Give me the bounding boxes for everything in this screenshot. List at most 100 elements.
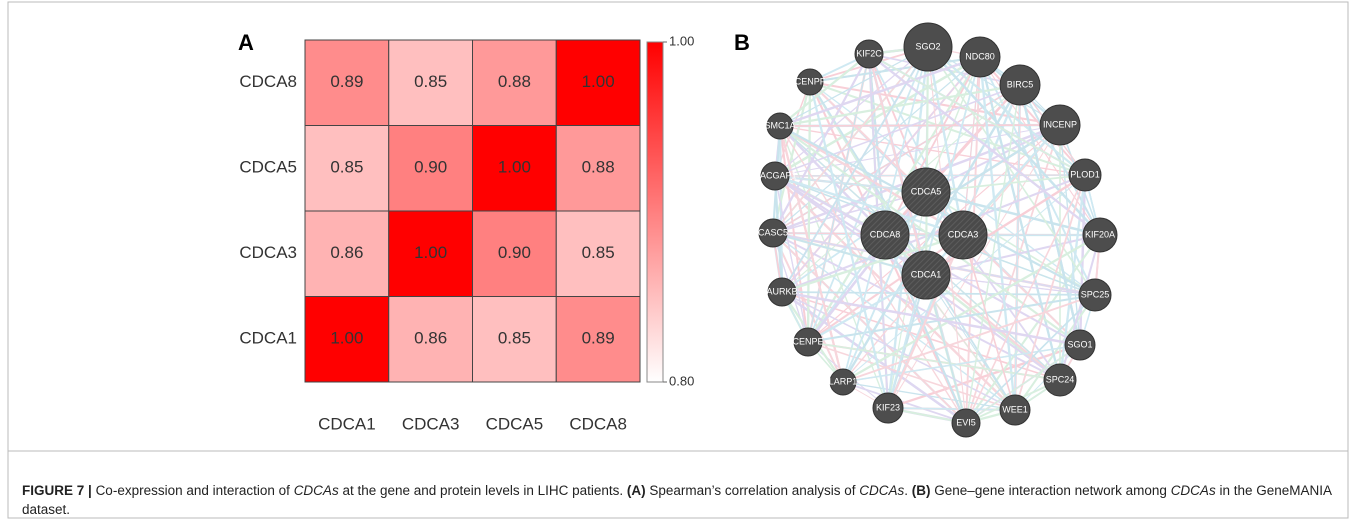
edge bbox=[774, 175, 927, 193]
edge bbox=[926, 46, 965, 236]
node-label: PLOD1 bbox=[1070, 169, 1100, 179]
cell-label: 0.85 bbox=[498, 329, 531, 348]
colorbar bbox=[646, 41, 664, 383]
node bbox=[901, 167, 951, 217]
heatmap-cell bbox=[388, 39, 473, 126]
node-label: CASC5 bbox=[758, 227, 788, 237]
heatmap-cell bbox=[555, 39, 641, 126]
edge bbox=[841, 84, 1022, 383]
node bbox=[767, 277, 797, 307]
node bbox=[758, 218, 788, 248]
edge bbox=[774, 46, 929, 177]
edge bbox=[772, 56, 981, 234]
edge bbox=[925, 191, 1096, 296]
edge bbox=[771, 53, 871, 234]
edge bbox=[772, 232, 927, 276]
node-label: CDCA5 bbox=[911, 186, 942, 196]
node-label: BIRC5 bbox=[1007, 79, 1034, 89]
node bbox=[860, 210, 910, 260]
edge bbox=[779, 124, 1061, 127]
edge bbox=[809, 80, 1061, 127]
caption: FIGURE 7 | Co-expression and interaction… bbox=[22, 481, 1332, 519]
edge bbox=[965, 234, 1101, 424]
edge bbox=[807, 341, 1061, 381]
node bbox=[854, 39, 884, 69]
cell-label: 0.88 bbox=[582, 158, 615, 177]
node bbox=[829, 368, 857, 396]
node-label: RACGAP1 bbox=[753, 170, 796, 180]
edge bbox=[978, 56, 1017, 411]
cell-label: 0.85 bbox=[414, 72, 447, 91]
edge bbox=[842, 294, 1096, 383]
node bbox=[1082, 217, 1118, 253]
cell-label: 0.86 bbox=[414, 329, 447, 348]
edge bbox=[779, 46, 929, 127]
caption-run: CDCAs bbox=[293, 483, 339, 498]
caption-run: Spearman’s correlation analysis of bbox=[645, 483, 860, 498]
node-label: SPC25 bbox=[1081, 289, 1110, 299]
edge bbox=[925, 174, 1086, 193]
edge bbox=[842, 344, 1081, 383]
node-label: KIF20A bbox=[1085, 229, 1115, 239]
edge bbox=[1059, 234, 1101, 381]
edge bbox=[779, 125, 889, 409]
edge bbox=[781, 84, 1021, 293]
node bbox=[999, 64, 1041, 106]
cell-label: 0.89 bbox=[330, 72, 363, 91]
y-tick-label: CDCA8 bbox=[239, 72, 297, 91]
edge bbox=[842, 191, 927, 383]
cell-label: 0.85 bbox=[330, 158, 363, 177]
node-label: EVI5 bbox=[956, 417, 976, 427]
node-label: SGO1 bbox=[1067, 339, 1092, 349]
node-label: SPC24 bbox=[1046, 374, 1075, 384]
edge bbox=[884, 234, 967, 424]
node bbox=[1078, 278, 1112, 312]
node-label: SMC1A bbox=[764, 120, 795, 130]
edge bbox=[887, 56, 981, 409]
edge bbox=[774, 175, 1096, 296]
node-label: AURKB bbox=[766, 286, 797, 296]
node bbox=[760, 161, 790, 191]
x-tick-label: CDCA3 bbox=[402, 414, 460, 433]
panel-label: A bbox=[238, 30, 254, 55]
node-label: INCENP bbox=[1043, 119, 1077, 129]
heatmap-cell bbox=[472, 210, 557, 297]
caption-run: in the GeneMANIA dataset. bbox=[22, 483, 1332, 517]
caption-run: CDCAs bbox=[859, 483, 905, 498]
edge bbox=[779, 125, 967, 424]
heatmap-cell bbox=[388, 125, 473, 212]
edge bbox=[781, 56, 981, 293]
node bbox=[951, 408, 981, 438]
panel-label: B bbox=[734, 30, 750, 55]
edge bbox=[842, 234, 1101, 383]
node-label: CENPE bbox=[792, 336, 823, 346]
edge bbox=[781, 233, 964, 294]
node-label: KIF23 bbox=[876, 402, 900, 412]
edge bbox=[781, 46, 929, 293]
frame bbox=[7, 1, 1349, 519]
heatmap-cell bbox=[472, 296, 557, 383]
node bbox=[901, 250, 951, 300]
node-label: CDCA8 bbox=[870, 229, 901, 239]
edge bbox=[779, 125, 844, 383]
edge bbox=[1058, 174, 1087, 381]
edge bbox=[887, 343, 1081, 410]
cell-label: 1.00 bbox=[498, 158, 531, 177]
x-tick-label: CDCA5 bbox=[486, 414, 544, 433]
edge bbox=[886, 234, 965, 409]
edge bbox=[884, 124, 1061, 236]
edge bbox=[925, 274, 1016, 411]
heatmap-cell bbox=[304, 210, 390, 297]
edge bbox=[781, 191, 927, 293]
edge bbox=[774, 174, 964, 237]
edge bbox=[807, 341, 1016, 411]
caption-run: . bbox=[904, 483, 912, 498]
edge bbox=[1014, 294, 1096, 411]
heatmap-cell bbox=[555, 210, 641, 297]
caption-run: CDCAs bbox=[1170, 483, 1216, 498]
cell-label: 1.00 bbox=[582, 72, 615, 91]
edge bbox=[965, 344, 1081, 424]
node-label: SGO2 bbox=[915, 41, 940, 51]
